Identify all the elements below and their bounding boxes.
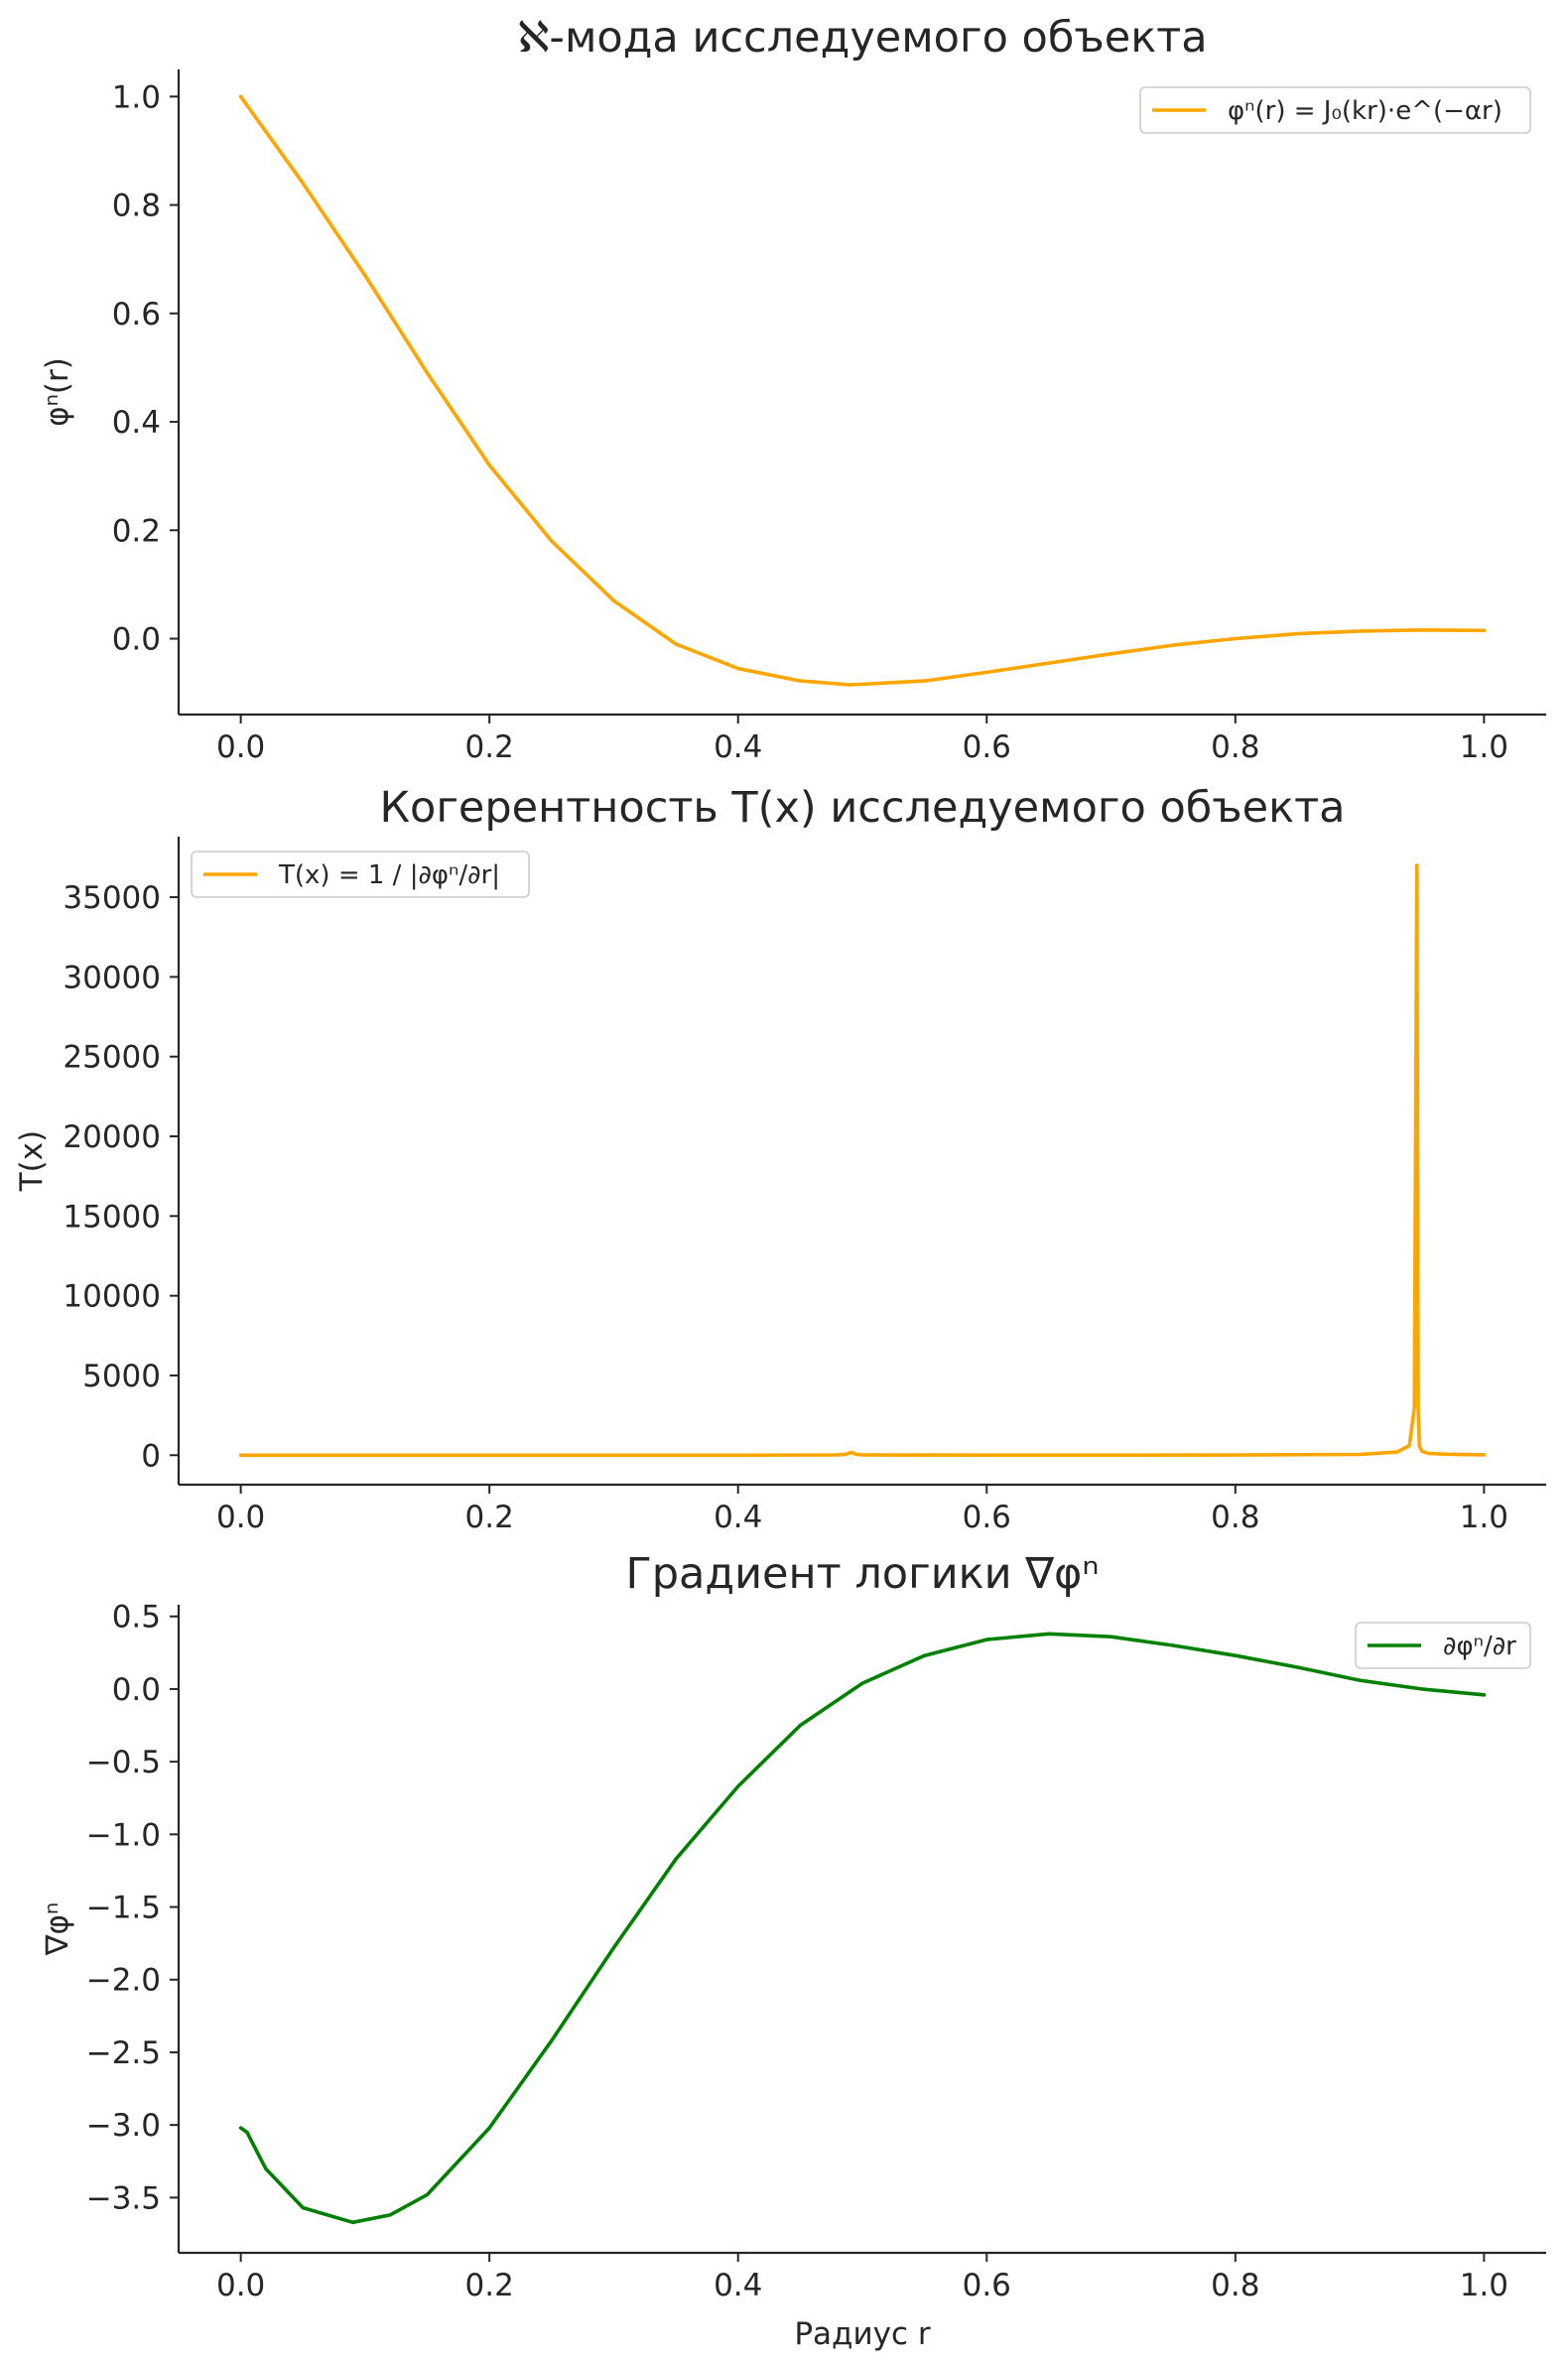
x-tick-label: 0.2 (465, 729, 514, 765)
legend: φⁿ(r) = J₀(kr)·e^(−αr) (1139, 86, 1531, 134)
x-tick-label: 0.0 (216, 2268, 265, 2303)
x-tick-label: 0.4 (714, 2268, 762, 2303)
x-tick-label: 1.0 (1460, 729, 1508, 765)
chart-panel-coherence: Когерентность T(x) исследуемого объекта 0… (14, 783, 1546, 1535)
y-tick-label: 35000 (63, 880, 161, 916)
y-tick-label: −1.0 (86, 1817, 161, 1853)
y-tick-label: 0.4 (112, 405, 161, 441)
x-tick-label: 0.2 (465, 2268, 514, 2303)
x-tick-label: 0.6 (963, 2268, 1011, 2303)
chart-title: Когерентность T(x) исследуемого объекта (379, 783, 1345, 833)
y-tick-label: 0.8 (112, 189, 161, 224)
series-line-0 (238, 1632, 1487, 2225)
chart-title: Градиент логики ∇φⁿ (625, 1549, 1099, 1599)
x-tick-label: 1.0 (1460, 1500, 1508, 1535)
y-tick-label: −3.0 (86, 2108, 161, 2144)
chart-panel-phi-mode: ℵ-мода исследуемого объекта 0.0 0.2 0.4 0.6 0… (40, 13, 1546, 765)
legend-label: ∂φⁿ/∂r (1443, 1632, 1516, 1661)
legend-box (191, 851, 530, 898)
y-tick-label: −2.5 (86, 2035, 161, 2071)
y-tick-label: 0.0 (112, 622, 161, 658)
x-tick-label: 0.6 (963, 1500, 1011, 1535)
legend: ∂φⁿ/∂r (1355, 1622, 1531, 1669)
y-tick-label: 30000 (63, 960, 161, 995)
x-tick-label: 0.4 (714, 729, 762, 765)
y-tick-label: 0.0 (112, 1672, 161, 1708)
y-axis-label: T(x) (14, 1130, 50, 1192)
y-tick-label: 20000 (63, 1119, 161, 1155)
x-tick-label: 0.0 (216, 729, 265, 765)
y-tick-label: 1.0 (112, 79, 161, 115)
x-tick-label: 0.0 (216, 1500, 265, 1535)
series-line-0 (238, 94, 1487, 687)
y-tick-label: −0.5 (86, 1745, 161, 1780)
x-tick-label: 1.0 (1460, 2268, 1508, 2303)
legend: T(x) = 1 / |∂φⁿ/∂r| (191, 851, 530, 898)
series-line-0 (238, 863, 1487, 1458)
y-tick-label: 0.6 (112, 297, 161, 332)
chart-panel-gradient: Градиент логики ∇φⁿ 0.0 0.2 0.4 0.6 0.8 1.0 −3.… (40, 1549, 1546, 2352)
legend-box (1355, 1622, 1531, 1669)
x-tick-label: 0.2 (465, 1500, 514, 1535)
y-tick-label: 5000 (82, 1359, 161, 1394)
y-tick-label: −1.5 (86, 1891, 161, 1926)
x-axis-label: Радиус r (794, 2316, 931, 2352)
x-tick-label: 0.8 (1211, 2268, 1259, 2303)
y-tick-label: 0 (141, 1438, 161, 1474)
y-axis-label: ∇φⁿ (40, 1902, 75, 1957)
legend-box (1139, 86, 1531, 134)
y-tick-label: 10000 (63, 1279, 161, 1315)
x-tick-label: 0.4 (714, 1500, 762, 1535)
y-tick-label: 0.2 (112, 513, 161, 549)
x-tick-label: 0.8 (1211, 1500, 1259, 1535)
y-tick-label: 25000 (63, 1040, 161, 1076)
y-axis-label: φⁿ(r) (40, 357, 75, 427)
chart-title: ℵ-мода исследуемого объекта (517, 13, 1207, 63)
y-tick-label: 15000 (63, 1199, 161, 1235)
x-tick-label: 0.6 (963, 729, 1011, 765)
legend-label: φⁿ(r) = J₀(kr)·e^(−αr) (1228, 96, 1503, 126)
y-tick-label: −2.0 (86, 1963, 161, 1999)
y-tick-label: −3.5 (86, 2180, 161, 2216)
y-tick-label: 0.5 (112, 1600, 161, 1636)
legend-label: T(x) = 1 / |∂φⁿ/∂r| (278, 860, 500, 890)
x-tick-label: 0.8 (1211, 729, 1259, 765)
